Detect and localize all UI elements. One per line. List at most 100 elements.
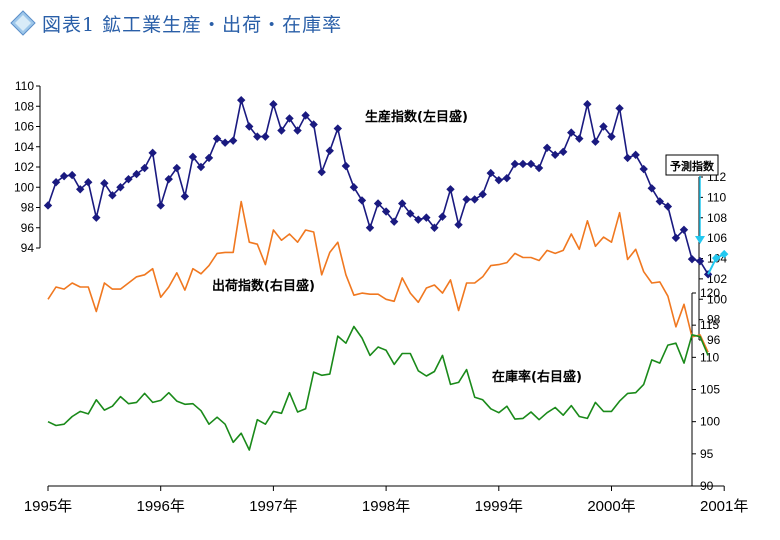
production-point — [510, 159, 520, 169]
production-point — [285, 114, 294, 123]
production-point — [607, 132, 616, 141]
production-point — [277, 126, 286, 135]
production-point — [43, 201, 53, 210]
forecast-label-box: 予測指数 — [665, 154, 719, 244]
production-point — [188, 152, 198, 162]
production-point — [373, 199, 383, 208]
production-point — [655, 197, 664, 206]
production-point — [228, 136, 238, 145]
production-point — [164, 174, 173, 184]
production-point — [470, 195, 479, 204]
diamond-icon — [10, 10, 36, 36]
production-point — [341, 161, 351, 171]
production-point — [325, 146, 334, 155]
left-tick-label: 110 — [15, 79, 34, 93]
production-point — [679, 225, 689, 234]
chart-title: 図表1 鉱工業生産・出荷・在庫率 — [10, 8, 342, 38]
production-point — [204, 153, 214, 163]
shipment-series-line — [47, 200, 709, 353]
production-point — [148, 148, 157, 158]
production-point — [422, 213, 431, 222]
right-lower-tick-label: 100 — [700, 415, 720, 429]
production-point — [671, 233, 681, 243]
production-point — [542, 143, 552, 152]
forecast-arrow-icon — [695, 236, 705, 244]
production-point — [599, 122, 608, 131]
forecast-label: 予測指数 — [670, 159, 715, 173]
production-point — [365, 223, 375, 232]
production-point — [237, 95, 246, 105]
production-point — [486, 168, 495, 178]
title-text: 図表1 鉱工業生産・出荷・在庫率 — [42, 13, 343, 36]
production-point — [559, 147, 568, 157]
production-point — [583, 100, 592, 109]
production-point — [414, 215, 423, 224]
production-point — [156, 201, 165, 210]
right-lower-tick-label: 105 — [700, 383, 720, 397]
inventory-series-line — [47, 325, 709, 451]
production-point — [454, 220, 463, 229]
production-point — [631, 150, 640, 160]
production-point — [550, 150, 560, 160]
production-point — [478, 190, 487, 199]
production-point — [269, 100, 278, 109]
production-point — [309, 120, 318, 129]
production-point — [293, 126, 302, 135]
production-point — [140, 163, 149, 173]
production-point — [591, 137, 600, 146]
production-point — [108, 191, 117, 200]
right-upper-tick-label: 110 — [707, 190, 726, 204]
production-point — [398, 199, 407, 208]
x-tick-label: 1995年 — [24, 498, 72, 515]
production-point — [389, 217, 399, 226]
left-tick-label: 94 — [21, 241, 35, 255]
labels-layer: 生産指数(左目盛) 出荷指数(右目盛) 在庫率(右目盛) 予測指数 — [212, 109, 719, 385]
production-point — [526, 159, 536, 169]
production-point — [84, 177, 93, 187]
left-tick-label: 108 — [14, 99, 34, 113]
left-tick-label: 106 — [14, 120, 34, 134]
right-lower-tick-label: 95 — [700, 447, 714, 461]
production-point — [687, 254, 697, 264]
production-point — [647, 184, 656, 193]
production-point — [438, 212, 447, 221]
right-upper-tick-label: 96 — [707, 333, 721, 347]
left-tick-label: 100 — [14, 180, 34, 194]
production-point — [430, 223, 439, 232]
forecast-point — [720, 249, 729, 259]
right-upper-tick-label: 100 — [707, 292, 727, 306]
production-point — [518, 159, 528, 169]
right-upper-tick-label: 98 — [707, 313, 721, 327]
production-point — [59, 171, 69, 181]
production-point — [462, 195, 471, 204]
production-point — [703, 270, 713, 279]
production-point — [196, 162, 206, 172]
left-tick-label: 96 — [21, 221, 35, 235]
shipment-label: 出荷指数(右目盛) — [212, 278, 315, 294]
forecast-point — [711, 253, 721, 263]
x-axis: 1995年 1996年 1997年 1998年 1999年 2000年 2001年 — [24, 485, 748, 515]
x-tick-label: 2000年 — [587, 498, 635, 515]
left-tick-label: 104 — [14, 140, 34, 154]
production-point — [253, 132, 262, 141]
left-tick-label: 98 — [21, 201, 35, 215]
production-point — [349, 183, 359, 192]
production-point — [615, 104, 624, 113]
production-point — [663, 202, 673, 211]
production-point — [567, 128, 576, 137]
production-point — [446, 185, 455, 194]
production-point — [575, 134, 584, 143]
production-point — [220, 138, 230, 147]
right-lower-tick-label: 110 — [700, 350, 719, 364]
production-point — [212, 134, 222, 143]
production-point — [67, 170, 77, 180]
production-label: 生産指数(左目盛) — [365, 109, 468, 125]
x-tick-label: 1999年 — [475, 498, 523, 515]
production-point — [100, 179, 109, 188]
production-series-line — [47, 99, 709, 275]
x-tick-label: 1997年 — [249, 498, 297, 515]
production-point — [245, 122, 254, 131]
production-point — [92, 213, 101, 222]
